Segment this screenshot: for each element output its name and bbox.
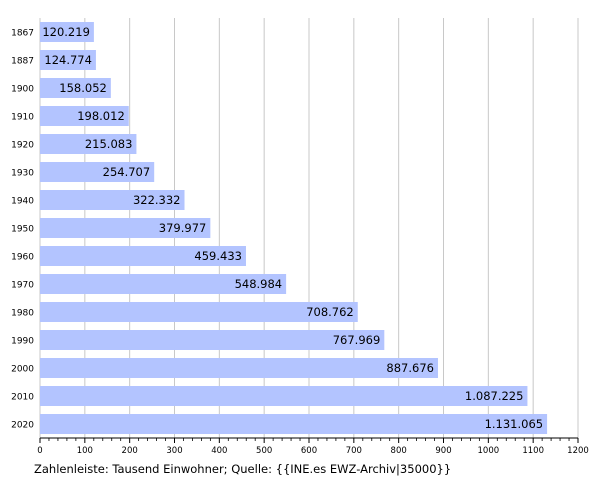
chart-caption: Zahlenleiste: Tausend Einwohner; Quelle:… (34, 462, 452, 476)
bar (40, 50, 96, 70)
x-tick-label: 1200 (567, 446, 589, 456)
x-tick-label: 400 (211, 446, 227, 456)
category-label: 1970 (11, 281, 34, 291)
x-tick-label: 1000 (478, 446, 500, 456)
bar-value-label: 215.083 (85, 137, 133, 151)
bar (40, 162, 155, 182)
bar-value-label: 254.707 (103, 165, 151, 179)
bar-value-label: 548.984 (235, 277, 283, 291)
bar (40, 190, 185, 210)
category-label: 2010 (11, 393, 34, 403)
category-label: 1980 (11, 309, 34, 319)
bar-value-label: 322.332 (133, 193, 181, 207)
category-label: 1887 (11, 57, 34, 67)
bar-value-label: 767.969 (333, 333, 381, 347)
category-label: 1940 (11, 197, 34, 207)
bar-value-label: 198.012 (77, 109, 125, 123)
x-tick-label: 0 (37, 446, 42, 456)
category-label: 1930 (11, 169, 34, 179)
bar-value-label: 1.131.065 (485, 417, 544, 431)
bar-value-label: 379.977 (159, 221, 207, 235)
x-tick-label: 900 (435, 446, 451, 456)
category-label: 1867 (11, 29, 34, 39)
bar (40, 22, 94, 42)
bar (40, 386, 528, 406)
bar (40, 246, 246, 266)
x-tick-label: 800 (391, 446, 407, 456)
bar (40, 358, 438, 378)
bar-value-label: 459.433 (194, 249, 242, 263)
bar (40, 218, 211, 238)
x-tick-label: 500 (256, 446, 272, 456)
category-label: 1960 (11, 253, 34, 263)
bar (40, 302, 358, 322)
category-label: 1920 (11, 141, 34, 151)
bar (40, 134, 137, 154)
bar (40, 330, 385, 350)
category-label: 1950 (11, 225, 34, 235)
bar-value-label: 158.052 (59, 81, 107, 95)
x-tick-label: 300 (166, 446, 182, 456)
x-tick-label: 200 (122, 446, 138, 456)
x-tick-label: 700 (346, 446, 362, 456)
bar-value-label: 124.774 (44, 53, 92, 67)
category-label: 1910 (11, 113, 34, 123)
bar (40, 414, 548, 434)
bar-value-label: 708.762 (306, 305, 354, 319)
category-label: 1900 (11, 85, 34, 95)
bar-value-label: 887.676 (386, 361, 434, 375)
category-label: 2000 (11, 365, 34, 375)
bar-value-label: 120.219 (42, 25, 90, 39)
category-label: 2020 (11, 421, 34, 431)
bar (40, 274, 287, 294)
x-tick-label: 100 (77, 446, 93, 456)
bar-value-label: 1.087.225 (465, 389, 524, 403)
bar (40, 106, 129, 126)
x-tick-label: 1100 (522, 446, 544, 456)
category-label: 1990 (11, 337, 34, 347)
x-tick-label: 600 (301, 446, 317, 456)
bar (40, 78, 111, 98)
